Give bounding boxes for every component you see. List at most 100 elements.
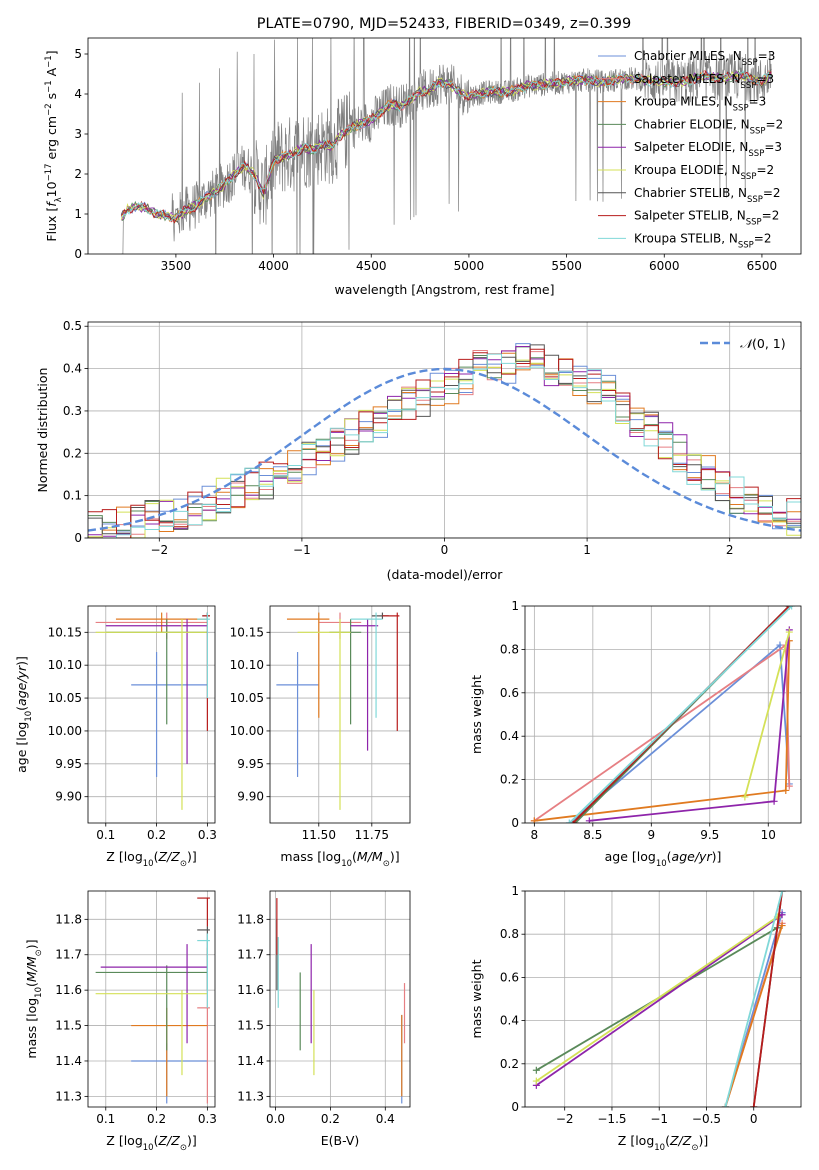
x-tick-label: 8 (531, 828, 539, 842)
y-tick-label: 11.6 (237, 983, 264, 997)
y-tick-label: 0.4 (63, 362, 82, 376)
series-line (744, 631, 791, 798)
x-tick-label: −0.5 (692, 1112, 721, 1126)
x-tick-label: 9.5 (700, 828, 719, 842)
x-tick-label: 9 (647, 828, 655, 842)
y-tick-label: 0 (511, 816, 519, 830)
data-point-kr-elodie (297, 619, 351, 810)
data-point-ch-miles (131, 1043, 208, 1104)
plot-area (525, 606, 801, 823)
y-tick-label: 0.2 (500, 773, 519, 787)
plot-area (120, 38, 772, 254)
series-marker (530, 817, 538, 823)
y-tick-label: 4 (74, 87, 82, 101)
legend-label: Chabrier STELIB, NSSP=2 (634, 186, 781, 205)
data-point-ch-miles (131, 652, 208, 777)
axes-mass_vs_ebv: 0.0 0.2 0.4 11.3 11.4 11.5 11.6 11.7 11.8 E(B-V) (237, 890, 411, 1148)
x-tick-label: 11.50 (302, 828, 336, 842)
y-tick-label: 1 (511, 884, 519, 898)
x-axis-label: age [log10(age/yr)] (605, 849, 722, 869)
data-point-sa-elodie (105, 619, 208, 764)
legend-label: Kroupa STELIB, NSSP=2 (634, 231, 772, 250)
x-tick-label: 5000 (454, 259, 485, 273)
series-marker (778, 922, 786, 930)
data-point-kr-stelib (197, 933, 210, 1008)
series-kr-elodie (532, 913, 781, 1085)
series-kr-stelib (721, 891, 786, 1107)
y-tick-label: 11.4 (237, 1054, 264, 1068)
y-tick-label: 0.4 (500, 729, 519, 743)
y-axis-label: age [log10(age/yr)] (14, 656, 34, 773)
y-tick-label: 10.00 (48, 724, 82, 738)
model-spectrum-sa-elodie (120, 71, 772, 221)
x-tick-label: 0.2 (147, 828, 166, 842)
y-tick-label: 0.5 (63, 319, 82, 333)
x-tick-label: 10 (761, 828, 776, 842)
series-sa-elodie (532, 911, 786, 1089)
series-line (724, 891, 783, 1107)
y-tick-label: 11.4 (55, 1054, 82, 1068)
axes-frame (524, 605, 802, 824)
x-axis-label: E(B-V) (321, 1133, 360, 1148)
series-marker (585, 817, 593, 823)
y-tick-label: 10.15 (230, 625, 264, 639)
y-tick-label: 9.90 (55, 790, 82, 804)
histogram-kr-stelib (88, 353, 801, 538)
series-marker (785, 782, 793, 790)
y-tick-label: 11.6 (55, 983, 82, 997)
data-point-kr-stelib (350, 612, 383, 718)
y-tick-label: 0 (74, 531, 82, 545)
x-tick-label: 5500 (551, 259, 582, 273)
series-line (589, 629, 791, 822)
data-point-sa-stelib (382, 612, 400, 731)
series-marker (782, 786, 790, 794)
y-tick-label: 11.5 (55, 1019, 82, 1033)
x-tick-label: −2 (556, 1112, 574, 1126)
y-tick-label: 0.4 (500, 1014, 519, 1028)
x-tick-label: 0.1 (96, 1112, 115, 1126)
plot-area (88, 322, 801, 538)
y-tick-label: 11.5 (237, 1019, 264, 1033)
x-tick-label: 4500 (356, 259, 387, 273)
series-marker (788, 606, 796, 610)
legend-label: Salpeter MILES, NSSP=3 (634, 72, 774, 91)
series-line (535, 914, 783, 1087)
x-axis-label: mass [log10(M/M⊙)] (280, 849, 399, 869)
legend-label: Kroupa ELODIE, NSSP=2 (634, 163, 774, 182)
y-tick-label: 1 (74, 207, 82, 221)
data-point-ch-stelib (197, 926, 210, 991)
y-tick-label: 11.3 (237, 1089, 264, 1103)
series-marker (770, 797, 778, 805)
axes-age_vs_mass: 11.50 11.75 9.90 9.95 10.00 10.05 10.10 10.15 ma… (230, 605, 411, 869)
y-axis-label: Normed distribution (35, 368, 50, 493)
x-tick-label: 6500 (747, 259, 778, 273)
series-marker (532, 1066, 540, 1074)
series-line (535, 916, 778, 1082)
axes-frame (87, 890, 216, 1108)
y-axis-label: mass weight (469, 959, 484, 1038)
figure-title: PLATE=0790, MJD=52433, FIBERID=0349, z=0… (257, 16, 631, 32)
y-tick-label: 11.7 (55, 948, 82, 962)
series-marker (750, 1103, 758, 1107)
plot-area (525, 891, 801, 1107)
data-point-kr-elodie (95, 619, 208, 810)
plot-area (88, 606, 215, 823)
plot-area (270, 606, 410, 823)
data-point-kr-miles (286, 612, 330, 718)
axes-mass_vs_Z: 0.1 0.2 0.3 11.3 11.4 11.5 11.6 11.7 11.8 Z [log1… (24, 890, 217, 1153)
y-tick-label: 0.8 (500, 642, 519, 656)
x-tick-label: 0.2 (147, 1112, 166, 1126)
data-point-ch-elodie (329, 619, 362, 725)
series-marker (776, 641, 784, 649)
x-tick-label: −1.5 (597, 1112, 626, 1126)
y-tick-label: 10.10 (48, 658, 82, 672)
x-tick-label: 8.5 (583, 828, 602, 842)
legend: 𝒩(0, 1) (700, 336, 786, 351)
series-marker (741, 793, 749, 801)
y-tick-label: 10.10 (230, 658, 264, 672)
x-tick-label: 1 (583, 543, 591, 557)
series-marker (565, 819, 573, 823)
x-tick-label: 2 (726, 543, 734, 557)
y-tick-label: 5 (74, 47, 82, 61)
axes-weight_vs_Z: −2 −1.5 −1 −0.5 0 0 0.2 0.4 0.6 0.8 1 Z [log10(Z/Z⊙… (469, 884, 802, 1153)
